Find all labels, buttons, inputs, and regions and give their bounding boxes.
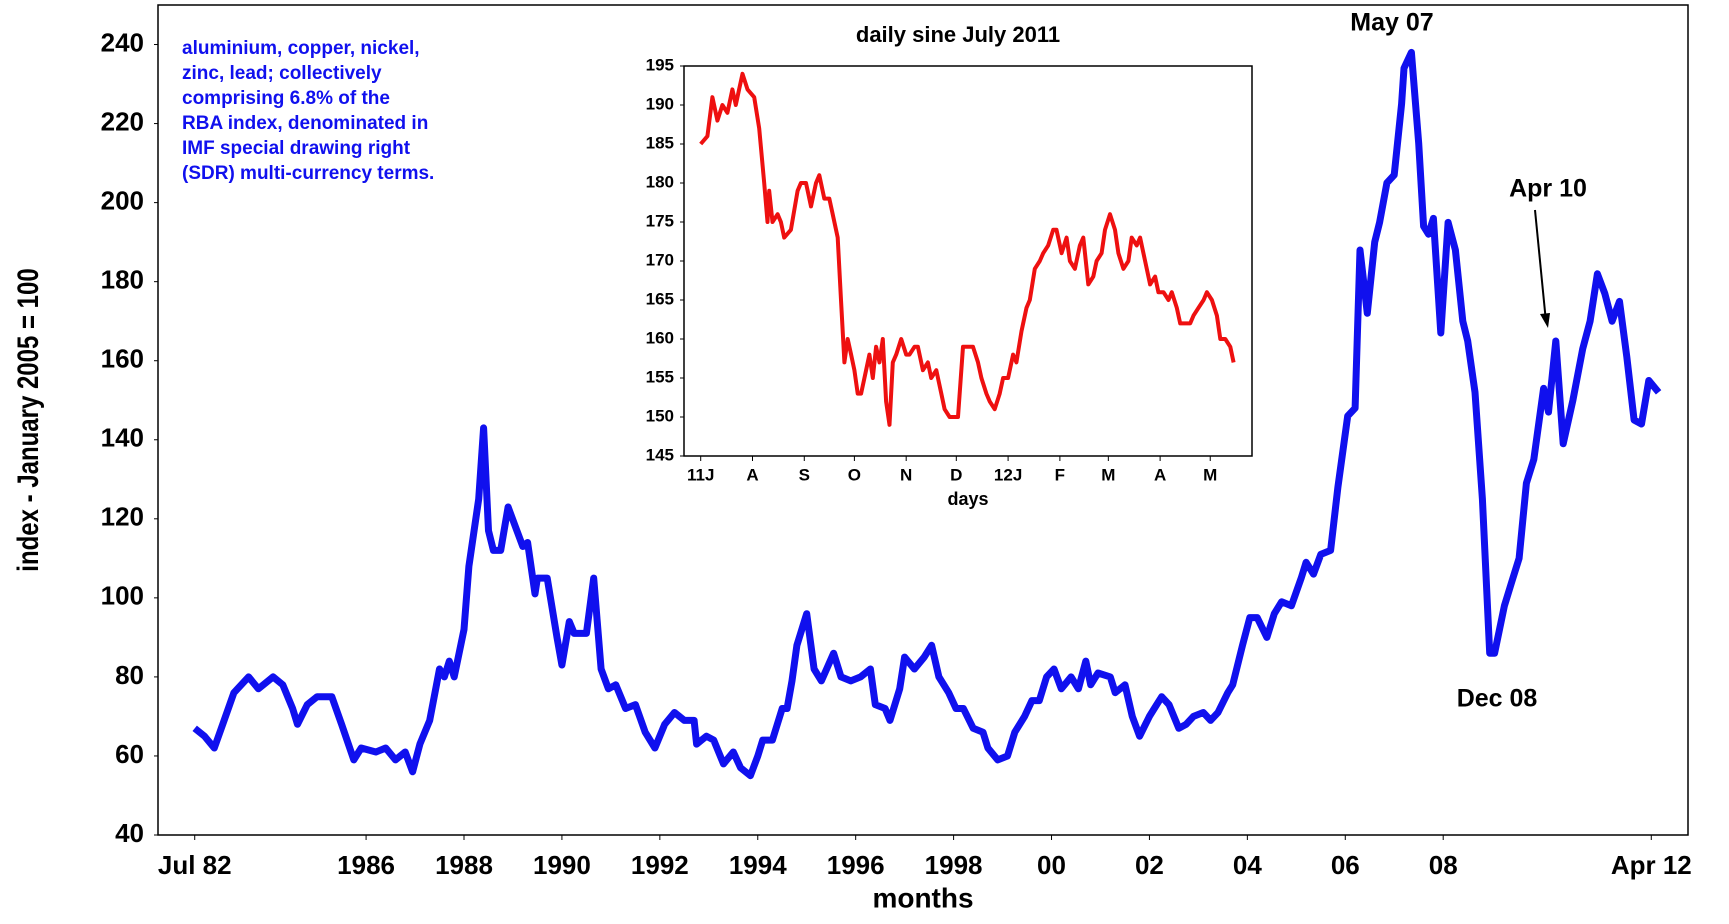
x-tick-label: 11J [687, 465, 714, 484]
y-tick-label: 150 [646, 406, 674, 425]
x-tick-label: A [746, 465, 758, 484]
y-tick-label: 60 [115, 739, 144, 769]
y-tick-label: 155 [646, 367, 674, 386]
annotation-arrow [1534, 209, 1547, 323]
x-tick-label: 1994 [729, 850, 787, 880]
y-tick-label: 120 [101, 502, 144, 532]
note-line: zinc, lead; collectively [182, 63, 382, 84]
x-axis-title: months [872, 882, 973, 913]
x-tick-label: Apr 12 [1611, 850, 1692, 880]
inset-chart: 145 150 155 160 165 170 175 180 185 190 195 11J A S O N… [646, 22, 1236, 509]
inset-x-title: days [947, 489, 988, 509]
y-tick-label: 40 [115, 818, 144, 848]
x-tick-label: 02 [1135, 850, 1164, 880]
y-tick-label: 195 [646, 55, 674, 74]
y-tick-label: 165 [646, 289, 674, 308]
note-line: RBA index, denominated in [182, 113, 428, 134]
x-tick-label: 1990 [533, 850, 591, 880]
data-line [699, 71, 1236, 427]
annotation: Apr 10 [1509, 175, 1587, 203]
annotation: Dec 08 [1457, 685, 1538, 713]
x-tick-label: 1992 [631, 850, 689, 880]
y-axis-title: index - January 2005 = 100 [10, 268, 44, 571]
y-tick-label: 200 [101, 185, 144, 215]
x-tick-label: M [1203, 465, 1217, 484]
y-tick-label: 140 [101, 423, 144, 453]
x-tick-label: M [1101, 465, 1115, 484]
note-line: comprising 6.8% of the [182, 88, 390, 109]
x-tick-label: 1988 [435, 850, 493, 880]
inset-title: daily sine July 2011 [856, 22, 1060, 47]
x-tick-label: 08 [1429, 850, 1458, 880]
note-line: aluminium, copper, nickel, [182, 38, 420, 59]
x-tick-label: D [950, 465, 962, 484]
y-tick-label: 145 [646, 445, 674, 464]
note-line: (SDR) multi-currency terms. [182, 163, 434, 184]
x-tick-label: A [1154, 465, 1166, 484]
x-tick-label: S [799, 465, 810, 484]
y-tick-label: 160 [101, 344, 144, 374]
y-tick-label: 175 [646, 211, 674, 230]
inset-frame [683, 65, 1253, 457]
y-tick-label: 190 [646, 94, 674, 113]
x-tick-label: 1986 [337, 850, 395, 880]
x-tick-label: O [848, 465, 861, 484]
y-tick-label: 220 [101, 106, 144, 136]
y-tick-label: 240 [101, 27, 144, 57]
y-tick-label: 100 [101, 581, 144, 611]
x-tick-label: Jul 82 [158, 850, 232, 880]
x-tick-label: F [1055, 465, 1065, 484]
x-tick-label: 1996 [827, 850, 885, 880]
x-tick-label: N [900, 465, 912, 484]
main-chart: 40 60 80 100 120 140 160 180 200 220 240 Jul 82 1986… [10, 9, 1691, 914]
note-line: IMF special drawing right [182, 138, 411, 159]
x-tick-label: 00 [1037, 850, 1066, 880]
x-tick-label: 1998 [925, 850, 983, 880]
y-tick-label: 160 [646, 328, 674, 347]
arrow-head [1540, 313, 1550, 328]
x-tick-label: 04 [1233, 850, 1262, 880]
y-tick-label: 170 [646, 250, 674, 269]
x-tick-label: 06 [1331, 850, 1360, 880]
y-tick-label: 180 [101, 265, 144, 295]
y-tick-label: 185 [646, 133, 674, 152]
y-tick-label: 180 [646, 172, 674, 191]
x-tick-label: 12J [994, 465, 1022, 484]
annotation: May 07 [1350, 9, 1433, 37]
data-line [192, 48, 1662, 780]
y-tick-label: 80 [115, 660, 144, 690]
